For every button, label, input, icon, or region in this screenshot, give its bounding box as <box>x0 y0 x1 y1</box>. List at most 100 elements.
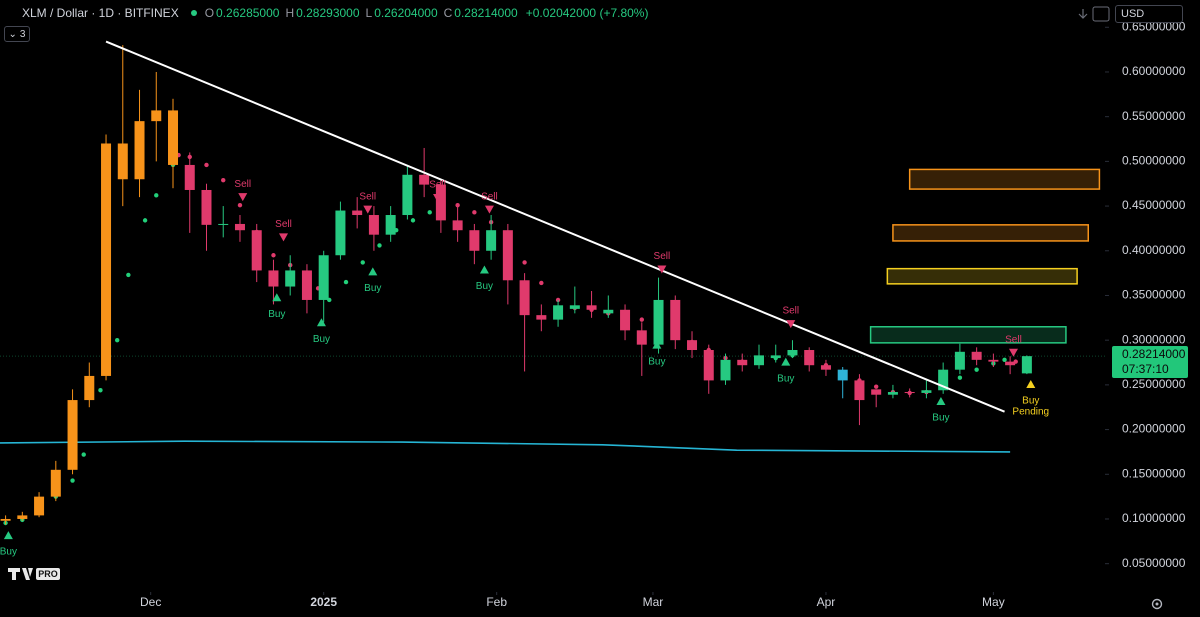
trend-dot <box>271 253 276 258</box>
y-tick-label: 0.10000000 <box>1122 511 1186 525</box>
signal-label: Buy <box>268 309 285 320</box>
signal-label: Buy <box>0 547 17 558</box>
candle-body <box>904 392 915 394</box>
candle-body <box>486 230 497 251</box>
candle-body <box>720 359 731 381</box>
candle-body <box>770 355 781 359</box>
x-tick-label: Dec <box>140 595 161 609</box>
trend-dot <box>427 210 432 215</box>
candle-body <box>737 359 748 366</box>
trend-dot <box>455 202 460 208</box>
trend-dot <box>204 162 209 168</box>
signal-sublabel: Pending <box>1012 407 1049 418</box>
trend-dot <box>1002 357 1007 363</box>
header: XLM / Dollar · 1D · BITFINEX O 0.26285000… <box>22 6 652 20</box>
price-label: 0.28214000 07:37:10 <box>1112 346 1188 378</box>
trend-dot <box>142 218 148 223</box>
y-tick-label: 0.25000000 <box>1122 377 1186 391</box>
signal-marker <box>368 267 378 276</box>
signal-label: Buy <box>313 334 330 345</box>
signal-label: Sell <box>275 219 292 230</box>
gear-center <box>1155 602 1159 606</box>
trend-dot <box>98 388 103 393</box>
moving-average <box>0 440 1011 453</box>
candle-body <box>586 305 597 310</box>
indicator-toggle[interactable]: ⌄ 3 <box>4 26 30 42</box>
signal-marker <box>279 233 289 242</box>
symbol[interactable]: XLM / Dollar · 1D · BITFINEX <box>22 6 179 20</box>
y-tick-label: 0.20000000 <box>1122 422 1186 436</box>
trend-dot <box>957 375 963 380</box>
gear[interactable] <box>1151 598 1163 610</box>
candle-body <box>954 351 965 370</box>
candle-body <box>218 223 229 225</box>
zone <box>886 267 1078 285</box>
candle-body <box>385 215 396 235</box>
candle-body <box>1005 361 1016 366</box>
candle-body <box>34 496 45 516</box>
ohlc-value: 0.26285000 <box>216 6 280 20</box>
signal-marker <box>433 194 443 203</box>
signal-marker <box>786 320 796 329</box>
countdown: 07:37:10 <box>1122 362 1169 376</box>
candle-body <box>854 380 865 401</box>
x-tick-label: Feb <box>486 595 507 609</box>
signal-marker <box>652 340 662 349</box>
candle-body <box>402 174 413 216</box>
candle-body <box>536 315 547 320</box>
candle-body <box>787 350 798 356</box>
download-icon[interactable] <box>1078 9 1088 19</box>
signal-label: Sell <box>481 191 498 202</box>
candle-body <box>201 189 212 225</box>
candle-body <box>419 174 430 185</box>
toolbar-icons <box>1078 6 1110 22</box>
ohlc: O 0.26285000 H 0.28293000 L 0.26204000 C 0.2821… <box>205 6 522 20</box>
x-tick-label: Mar <box>643 595 664 609</box>
signal-marker <box>238 193 248 202</box>
logo-text: PRO <box>38 569 58 579</box>
logo-mark <box>8 568 33 580</box>
x-tick-label: May <box>982 595 1005 609</box>
signal-label: Sell <box>429 180 446 191</box>
axes: 0.05000000 0.10000000 0.15000000 0.20000000… <box>140 19 1186 609</box>
candle-body <box>703 350 714 381</box>
trend-dot <box>221 177 226 183</box>
trend-dot <box>974 367 979 372</box>
candle-body <box>17 515 28 519</box>
signal-marker <box>3 531 13 540</box>
candle-body <box>687 340 698 351</box>
currency: USD <box>1121 8 1145 20</box>
chevron: ⌄ <box>8 28 17 40</box>
signal-label: Sell <box>1005 334 1022 345</box>
y-tick-label: 0.15000000 <box>1122 466 1186 480</box>
candle-body <box>820 365 831 370</box>
currency-select[interactable]: USD <box>1115 5 1183 23</box>
candle-body <box>435 184 446 221</box>
logo-badge <box>36 568 60 580</box>
logo: PRO <box>8 568 60 580</box>
candle-body <box>871 389 882 395</box>
y-tick-label: 0.05000000 <box>1122 556 1186 570</box>
candle-body <box>285 270 296 287</box>
candle-body <box>184 164 195 190</box>
candle-body <box>101 143 112 376</box>
trendline <box>105 40 1005 413</box>
screenshot-icon[interactable] <box>1092 6 1110 22</box>
settings-icon[interactable] <box>1151 598 1163 610</box>
signal-marker <box>363 205 373 214</box>
candle-body <box>519 280 530 316</box>
candle-body <box>569 305 580 309</box>
zone <box>869 326 1067 344</box>
trend-dot <box>472 210 477 215</box>
y-tick-label: 0.55000000 <box>1122 109 1186 123</box>
signal-label: Buy <box>932 413 949 424</box>
trend-dot <box>237 202 243 208</box>
y-tick-label: 0.35000000 <box>1122 288 1186 302</box>
candle-body <box>753 355 764 366</box>
signal-label: Sell <box>654 251 671 262</box>
candle-body <box>804 350 815 366</box>
zone <box>908 168 1101 190</box>
candle-body <box>84 375 95 401</box>
trend-dot <box>114 337 120 343</box>
